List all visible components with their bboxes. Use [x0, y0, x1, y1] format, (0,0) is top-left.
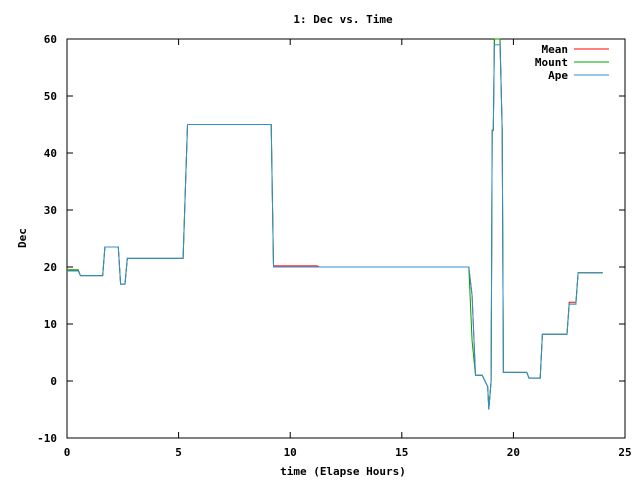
y-tick-label: 50 — [44, 90, 57, 103]
x-tick-label: 10 — [284, 446, 297, 459]
x-tick-label: 15 — [395, 446, 408, 459]
x-tick-label: 20 — [507, 446, 520, 459]
series-line-mean — [67, 38, 603, 410]
legend-label-mean: Mean — [542, 43, 569, 56]
series-line-mount — [67, 38, 603, 410]
axis-ticks: 0 5 10 15 20 25 -10 0 10 20 30 40 50 60 — [37, 33, 632, 459]
chart-title: 1: Dec vs. Time — [293, 13, 393, 26]
plot-frame — [66, 38, 626, 439]
series-lines — [67, 38, 603, 410]
y-tick-label: -10 — [37, 432, 57, 445]
y-tick-label: 0 — [50, 375, 57, 388]
y-tick-label: 20 — [44, 261, 57, 274]
x-tick-label: 0 — [64, 446, 71, 459]
x-tick-label: 5 — [175, 446, 182, 459]
legend-label-ape: Ape — [548, 69, 568, 82]
y-axis-label: Dec — [16, 228, 29, 248]
series-line-ape — [67, 44, 603, 410]
y-tick-label: 10 — [44, 318, 57, 331]
y-tick-label: 30 — [44, 204, 57, 217]
x-axis-label: time (Elapse Hours) — [280, 465, 406, 478]
y-tick-label: 60 — [44, 33, 57, 46]
y-tick-label: 40 — [44, 147, 57, 160]
legend-label-mount: Mount — [535, 56, 568, 69]
plot-border — [66, 38, 626, 439]
x-tick-label: 25 — [618, 446, 631, 459]
